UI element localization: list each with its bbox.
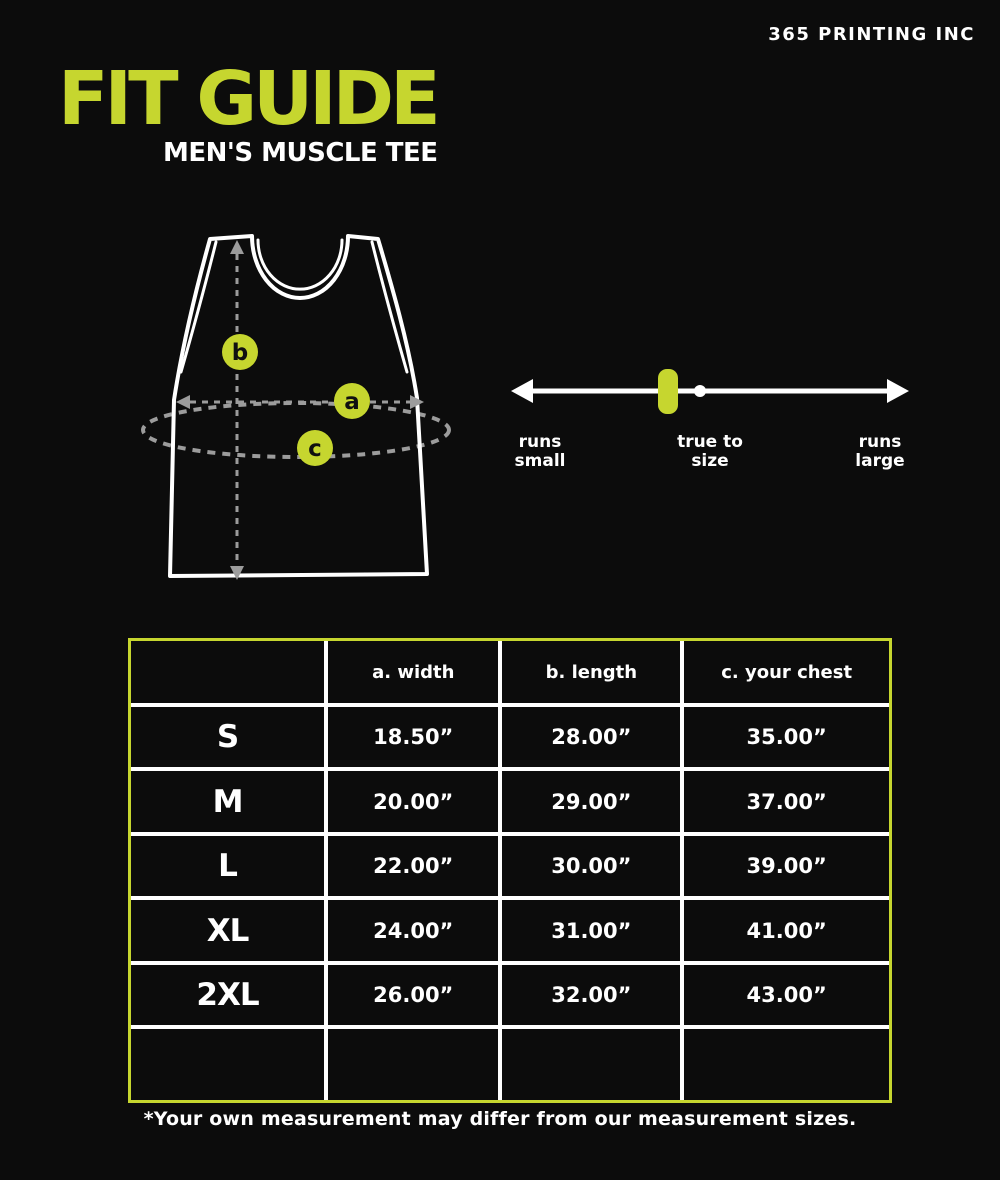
- size-chart-table: a. width b. length c. your chest S 18.50…: [128, 638, 892, 1103]
- chest-value: [684, 1029, 889, 1100]
- size-chart-header-row: a. width b. length c. your chest: [131, 641, 889, 707]
- size-label: 2XL: [131, 964, 329, 1030]
- size-label: S: [131, 707, 329, 772]
- fit-scale-arrow: [511, 379, 909, 403]
- width-value: 26.00”: [328, 964, 503, 1030]
- width-arrow: [176, 395, 424, 409]
- width-value: [328, 1029, 503, 1100]
- marker-b-label: b: [232, 340, 248, 366]
- table-row-s: S 18.50” 28.00” 35.00”: [131, 707, 889, 772]
- table-row-m: M 20.00” 29.00” 37.00”: [131, 771, 889, 836]
- header-length: b. length: [502, 641, 685, 707]
- chest-value: 43.00”: [684, 964, 889, 1030]
- table-row-empty: [131, 1029, 889, 1100]
- marker-b: b: [222, 334, 258, 370]
- length-value: 29.00”: [502, 771, 685, 836]
- fit-scale-label-runs-small: runs small: [514, 432, 566, 471]
- brand-name: 365 PRINTING INC: [768, 24, 975, 45]
- muscle-tee-outline: [168, 234, 429, 578]
- size-label: [131, 1029, 329, 1100]
- footnote: *Your own measurement may differ from ou…: [143, 1108, 857, 1130]
- fit-scale-marker: [658, 369, 678, 414]
- marker-a-label: a: [344, 389, 360, 415]
- fit-scale-label-true-to-size: true to size: [677, 432, 743, 471]
- chest-value: 37.00”: [684, 771, 889, 836]
- size-label: L: [131, 835, 329, 901]
- chest-value: 41.00”: [684, 900, 889, 965]
- width-value: 24.00”: [328, 900, 503, 965]
- header-width: a. width: [328, 641, 503, 707]
- chest-circumference-ellipse: [141, 401, 451, 459]
- size-label: XL: [131, 900, 329, 965]
- marker-c: c: [297, 430, 333, 466]
- length-value: 32.00”: [502, 964, 685, 1030]
- marker-c-label: c: [308, 436, 322, 462]
- muscle-tee-diagram: b a c: [141, 234, 451, 580]
- marker-a: a: [334, 383, 370, 419]
- header-chest: c. your chest: [684, 641, 889, 707]
- width-value: 22.00”: [328, 835, 503, 901]
- table-row-2xl: 2XL 26.00” 32.00” 43.00”: [131, 964, 889, 1030]
- fit-scale: [511, 369, 909, 414]
- header-size: [131, 641, 329, 707]
- table-row-l: L 22.00” 30.00” 39.00”: [131, 835, 889, 901]
- fit-scale-tick: [694, 385, 706, 397]
- length-value: 31.00”: [502, 900, 685, 965]
- length-value: [502, 1029, 685, 1100]
- length-value: 30.00”: [502, 835, 685, 901]
- table-row-xl: XL 24.00” 31.00” 41.00”: [131, 900, 889, 965]
- chest-value: 35.00”: [684, 707, 889, 772]
- fit-scale-label-runs-large: runs large: [855, 432, 905, 471]
- length-arrow: [230, 240, 244, 580]
- chest-value: 39.00”: [684, 835, 889, 901]
- width-value: 18.50”: [328, 707, 503, 772]
- page-subtitle: MEN'S MUSCLE TEE: [163, 138, 438, 168]
- length-value: 28.00”: [502, 707, 685, 772]
- page-title: FIT GUIDE: [58, 56, 441, 142]
- size-label: M: [131, 771, 329, 836]
- width-value: 20.00”: [328, 771, 503, 836]
